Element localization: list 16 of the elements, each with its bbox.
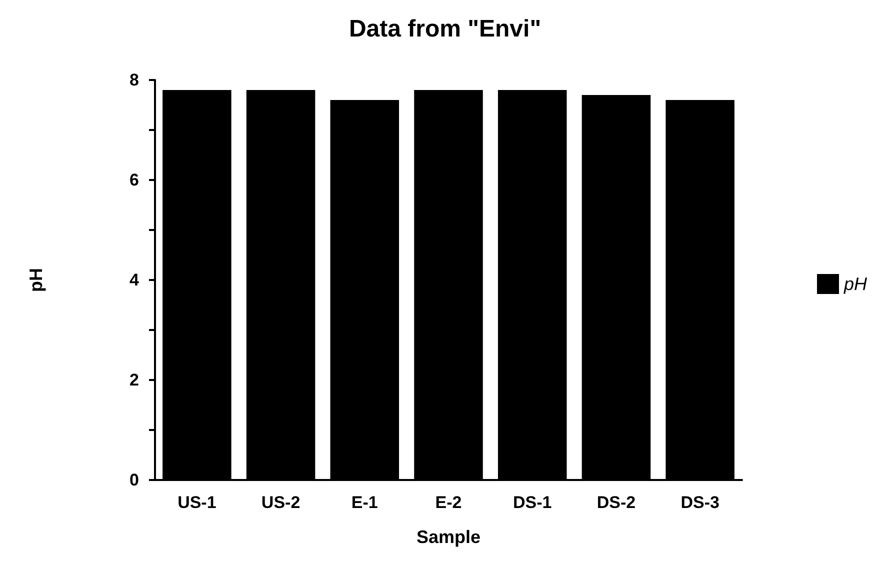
x-tick-label: US-1: [178, 493, 216, 512]
y-tick-label: 0: [130, 470, 139, 490]
x-tick-label: DS-1: [512, 493, 552, 512]
legend-label: pH: [842, 274, 868, 294]
x-axis-title: Sample: [416, 527, 481, 547]
x-tick-label: DS-2: [596, 493, 636, 512]
x-tick-label: E-2: [435, 493, 462, 512]
x-tick-label: US-2: [261, 493, 300, 512]
y-tick-label: 6: [130, 170, 139, 190]
chart-title: Data from "Envi": [348, 16, 542, 42]
y-tick-label: 8: [130, 70, 139, 90]
y-tick-label: 2: [130, 370, 139, 390]
x-tick-label: E-1: [351, 493, 378, 512]
x-tick-label: DS-3: [680, 493, 720, 512]
y-tick-label: 4: [130, 270, 140, 290]
y-axis-title: pH: [26, 268, 46, 292]
